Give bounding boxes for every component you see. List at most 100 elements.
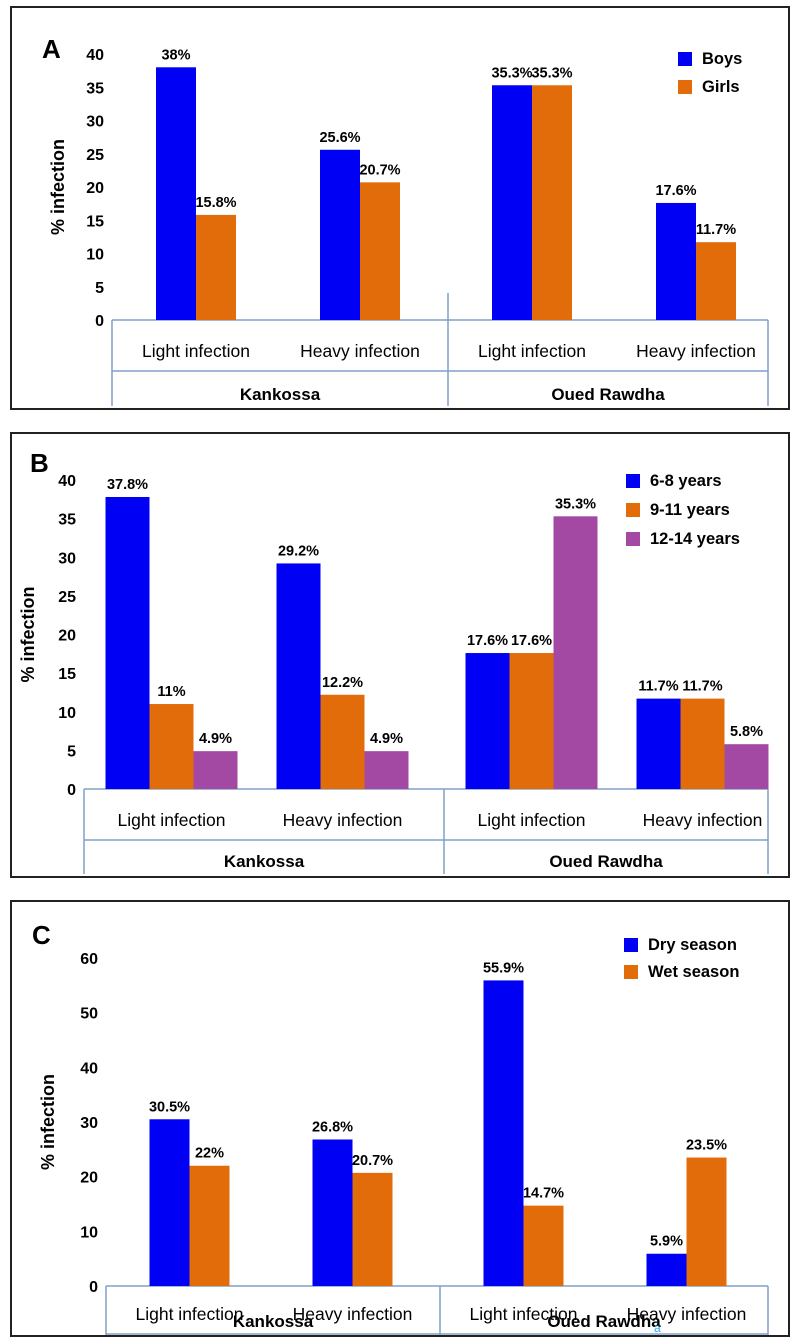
y-tick-label: 30 — [58, 550, 76, 567]
bar-data-label: 26.8% — [312, 1119, 353, 1135]
y-tick-label: 50 — [80, 1006, 98, 1023]
y-tick-label: 10 — [80, 1224, 98, 1241]
legend-swatch — [626, 532, 640, 546]
bar-data-label: 20.7% — [352, 1153, 393, 1169]
bar — [193, 751, 238, 789]
x-group-label: Oued Rawdha — [547, 1312, 661, 1331]
bar-data-label: 5.8% — [730, 724, 763, 740]
bar — [483, 980, 524, 1286]
y-tick-label: 15 — [58, 666, 76, 683]
y-tick-label: 35 — [86, 80, 104, 97]
bar — [724, 744, 769, 789]
x-category-label: Light infection — [470, 1304, 578, 1324]
y-axis-label: % infection — [38, 1074, 58, 1170]
y-tick-label: 20 — [80, 1170, 98, 1187]
y-tick-label: 15 — [86, 213, 104, 230]
bar-data-label: 38% — [161, 47, 190, 63]
bar — [196, 214, 236, 320]
bar-data-label: 5.9% — [650, 1234, 683, 1250]
bar-data-label: 23.5% — [686, 1138, 727, 1154]
y-tick-label: 25 — [58, 589, 76, 606]
bar — [646, 1253, 687, 1286]
legend-swatch — [624, 938, 638, 952]
panel-a-chart: A 0 5 10 15 20 25 30 35 40 % infection 38% 15.8% Lig… — [10, 6, 790, 410]
legend-entry: Wet season — [648, 963, 739, 981]
y-tick-label: 0 — [95, 313, 104, 330]
bar-data-label: 11.7% — [682, 679, 722, 695]
bar — [276, 563, 321, 789]
y-tick-label: 10 — [86, 247, 104, 264]
y-axis-label: % infection — [18, 586, 38, 682]
annotation-mark: a — [654, 1321, 661, 1335]
bar-data-label: 4.9% — [370, 731, 403, 747]
x-category-label: Heavy infection — [636, 341, 756, 361]
x-category-label: Heavy infection — [627, 1304, 747, 1324]
panel-c-plot: 0 10 20 30 40 50 60 % infection 30.5% 22% Light in… — [38, 936, 769, 1335]
legend-swatch — [626, 474, 640, 488]
bar — [465, 653, 510, 789]
legend-entry: 9-11 years — [650, 501, 730, 519]
y-tick-label: 20 — [58, 628, 76, 645]
x-group-label: Oued Rawdha — [549, 852, 663, 871]
panel-c-chart: C 0 10 20 30 40 50 60 % infection 30.5% 22% Light … — [10, 900, 790, 1337]
bar — [680, 698, 725, 789]
bar — [320, 694, 365, 789]
legend-entry: Dry season — [648, 936, 737, 954]
bar — [696, 242, 736, 320]
bar — [509, 653, 554, 789]
legend-entry: 6-8 years — [650, 472, 722, 490]
bar-data-label: 35.3% — [491, 65, 532, 81]
bar-data-label: 35.3% — [555, 496, 596, 512]
x-category-label: Heavy infection — [293, 1304, 413, 1324]
x-category-label: Light infection — [136, 1304, 244, 1324]
bar-data-label: 11.7% — [696, 222, 736, 238]
bar-data-label: 20.7% — [359, 162, 400, 178]
bar-data-label: 30.5% — [149, 1099, 190, 1115]
bar-data-label: 29.2% — [278, 543, 319, 559]
x-category-label: Heavy infection — [643, 810, 763, 830]
y-tick-label: 40 — [58, 473, 76, 490]
x-category-label: Light infection — [142, 341, 250, 361]
bar — [312, 1139, 353, 1286]
x-group-label: Kankossa — [224, 852, 305, 871]
bar-data-label: 11% — [157, 684, 185, 700]
y-tick-label: 20 — [86, 180, 104, 197]
bar — [492, 85, 532, 320]
legend-swatch — [624, 965, 638, 979]
bar — [149, 704, 194, 789]
legend-swatch — [626, 503, 640, 517]
bar-data-label: 14.7% — [523, 1186, 564, 1202]
bar — [149, 1119, 190, 1286]
bar — [532, 85, 572, 320]
y-tick-label: 60 — [80, 951, 98, 968]
bar-data-label: 4.9% — [199, 731, 232, 747]
x-group-label: Kankossa — [233, 1312, 314, 1331]
y-tick-label: 30 — [86, 114, 104, 131]
y-tick-label: 5 — [67, 743, 76, 760]
bar — [656, 202, 696, 320]
panel-c-letter: C — [32, 920, 51, 950]
x-category-label: Heavy infection — [283, 810, 403, 830]
x-category-label: Light infection — [478, 810, 586, 830]
bar — [105, 496, 150, 789]
bar — [156, 67, 196, 320]
bar — [686, 1157, 727, 1286]
panel-b-plot: 0 5 10 15 20 25 30 35 40 % infection 37.8% 11% 4.9% L… — [18, 472, 769, 874]
bar-data-label: 12.2% — [322, 675, 363, 691]
legend-swatch — [678, 80, 692, 94]
bar — [523, 1205, 564, 1286]
bar — [189, 1165, 230, 1286]
y-tick-label: 5 — [95, 280, 104, 297]
bar-data-label: 25.6% — [319, 130, 360, 146]
y-tick-label: 30 — [80, 1115, 98, 1132]
panel-b-letter: B — [30, 448, 49, 478]
panel-b-chart: B 0 5 10 15 20 25 30 35 40 % infection 37.8% 11% 4.9… — [10, 432, 790, 878]
x-category-label: Light infection — [118, 810, 226, 830]
legend-swatch — [678, 52, 692, 66]
x-group-label: Oued Rawdha — [551, 385, 665, 404]
bar — [553, 516, 598, 789]
legend-entry: Girls — [702, 78, 740, 96]
bar-data-label: 35.3% — [531, 65, 572, 81]
y-tick-label: 0 — [67, 782, 76, 799]
bar-data-label: 55.9% — [483, 960, 524, 976]
